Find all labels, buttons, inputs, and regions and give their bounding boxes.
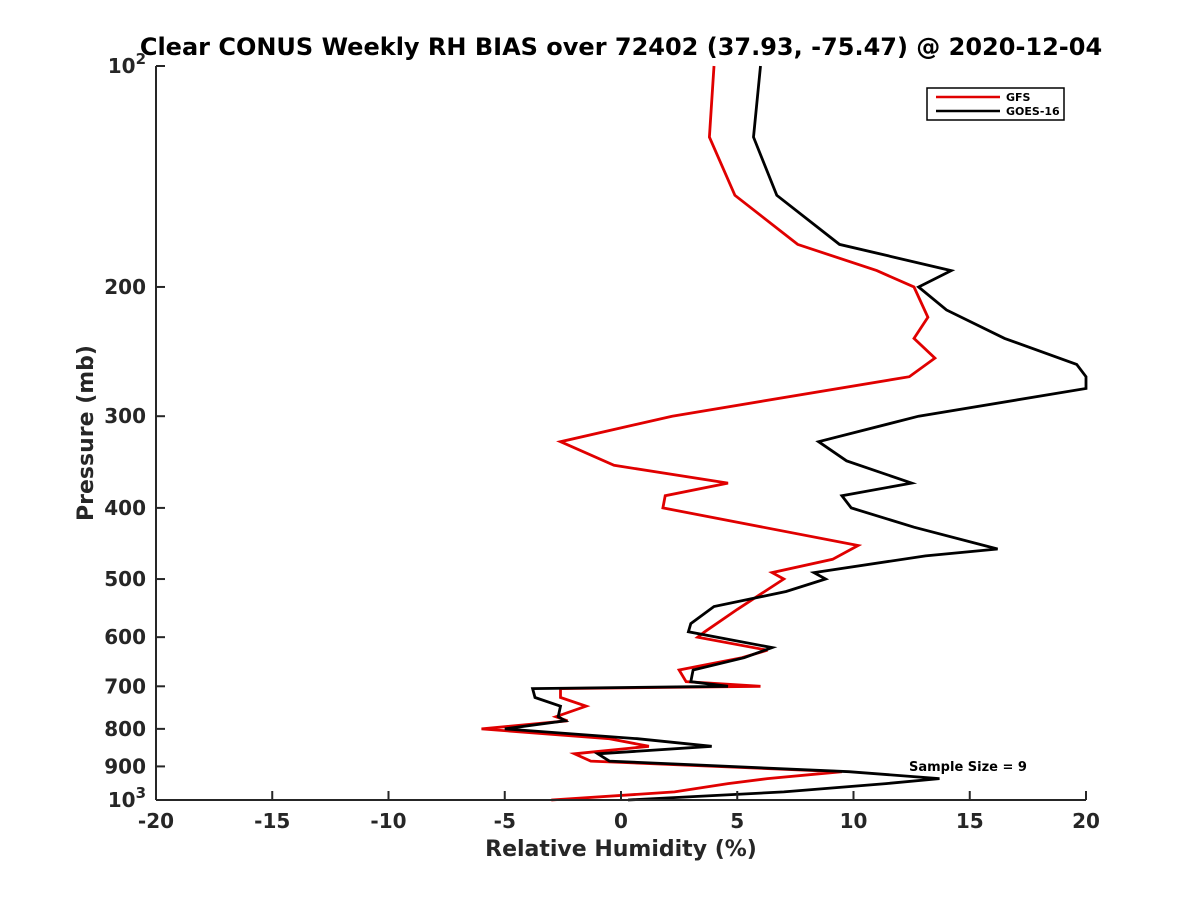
x-tick-label: -15 [254, 809, 290, 833]
x-axis-title: Relative Humidity (%) [485, 837, 757, 862]
y-tick-label: 800 [104, 717, 146, 741]
series-line-goes16 [504, 65, 1088, 802]
plot-background [156, 66, 1086, 800]
y-tick-label: 102 [108, 50, 146, 78]
y-tick-label: 400 [104, 496, 146, 520]
series-layer [481, 65, 1088, 802]
plot-area [155, 65, 1088, 802]
y-tick-label: 103 [108, 784, 146, 812]
x-ticks: -20 -15 -10 -5 0 5 10 15 20 [138, 791, 1100, 833]
x-tick-label: -20 [138, 809, 174, 833]
x-tick-label: 5 [730, 809, 744, 833]
y-tick-label: 600 [104, 625, 146, 649]
series-line-gfs [481, 65, 938, 802]
chart-title: Clear CONUS Weekly RH BIAS over 72402 (3… [140, 33, 1102, 61]
y-tick-label: 900 [104, 754, 146, 778]
legend-box [926, 87, 1065, 121]
y-tick-label: 700 [104, 674, 146, 698]
y-tick-exponent: 3 [136, 784, 146, 802]
x-tick-label: -10 [370, 809, 406, 833]
y-tick-label: 500 [104, 567, 146, 591]
y-tick-exponent: 2 [136, 50, 146, 68]
x-tick-label: 10 [840, 809, 868, 833]
y-tick-base: 10 [108, 54, 136, 78]
x-tick-label: 20 [1072, 809, 1100, 833]
x-tick-label: 0 [614, 809, 628, 833]
x-tick-label: -5 [494, 809, 516, 833]
y-axis-title: Pressure (mb) [74, 345, 99, 521]
legend-label-gfs: GFS [1006, 91, 1031, 104]
y-tick-base: 10 [108, 788, 136, 812]
y-tick-label: 300 [104, 404, 146, 428]
sample-size-annotation: Sample Size = 9 [909, 760, 1027, 775]
x-tick-label: 15 [956, 809, 984, 833]
legend-label-goes16: GOES-16 [1006, 105, 1060, 118]
y-tick-label: 200 [104, 275, 146, 299]
legend: GFS GOES-16 [926, 87, 1065, 121]
